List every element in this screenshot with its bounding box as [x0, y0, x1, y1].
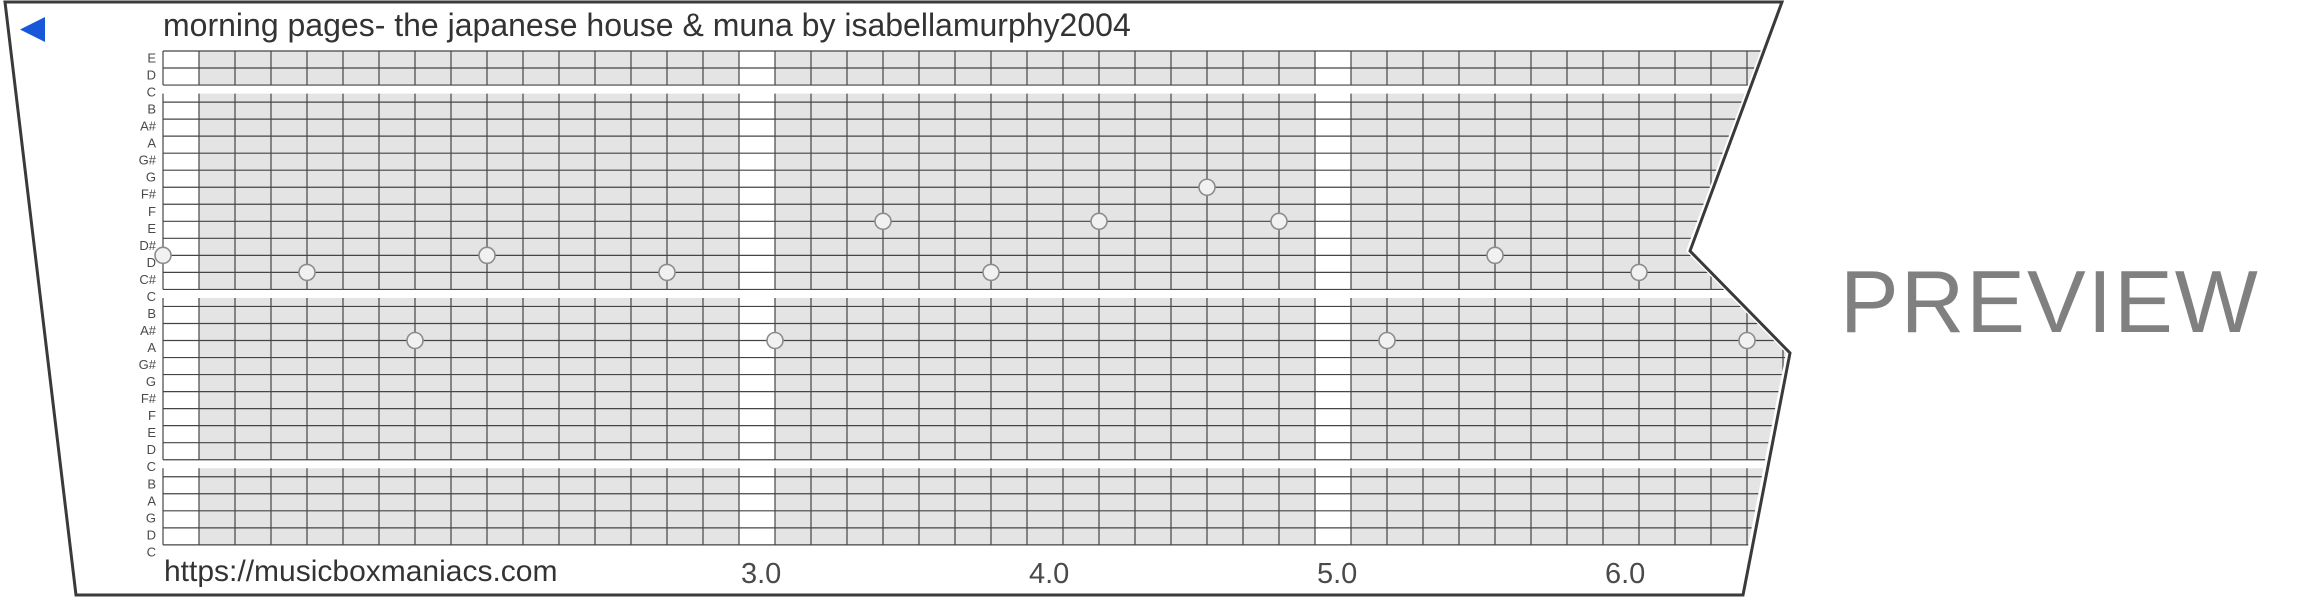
preview-watermark: PREVIEW [1840, 252, 2260, 351]
row-label: A [147, 340, 156, 355]
row-label: G [146, 510, 156, 525]
white-spacer-column [1315, 51, 1351, 545]
play-button-icon[interactable] [20, 17, 45, 42]
beat-labels: 3.0 4.0 5.0 6.0 [741, 558, 1645, 590]
strip-section [163, 93, 1786, 290]
note-dot-a [766, 331, 784, 350]
row-label: D [147, 527, 156, 542]
note-dot-csharp [298, 263, 316, 282]
note-dot-d [154, 246, 172, 265]
row-label: E [147, 51, 156, 66]
note-dot-a [1738, 331, 1756, 350]
row-label: D [147, 255, 156, 270]
row-label: D# [139, 238, 156, 253]
row-label: C [147, 544, 156, 559]
row-label: G# [139, 153, 157, 168]
row-label: F# [141, 187, 157, 202]
note-dot-d [478, 246, 496, 265]
row-label: A [147, 493, 156, 508]
row-label: E [147, 221, 156, 236]
row-label: D [147, 68, 156, 83]
row-label: F# [141, 391, 157, 406]
strip-section [163, 468, 1786, 545]
beat-label: 3.0 [741, 558, 781, 590]
row-label: A# [140, 119, 157, 134]
beat-label: 4.0 [1029, 558, 1069, 590]
note-dot-csharp [982, 263, 1000, 282]
strip-section [163, 297, 1786, 460]
row-label: G# [139, 357, 157, 372]
row-label: F [148, 408, 156, 423]
note-dot-e [1090, 212, 1108, 231]
note-dots [154, 178, 1756, 350]
beat-label: 5.0 [1317, 558, 1357, 590]
note-dot-e [1270, 212, 1288, 231]
row-label: A# [140, 323, 157, 338]
note-dot-a [1378, 331, 1396, 350]
note-dot-a [406, 331, 424, 350]
note-dot-fsharp [1198, 178, 1216, 197]
row-label: C [147, 289, 156, 304]
row-label: A [147, 136, 156, 151]
note-grid [162, 50, 1786, 546]
row-label: E [147, 425, 156, 440]
white-spacer-column [163, 51, 199, 545]
site-url[interactable]: https://musicboxmaniacs.com [164, 555, 557, 588]
row-label: B [147, 102, 156, 117]
row-label: D [147, 442, 156, 457]
strip-outline [3, 0, 1792, 597]
note-dot-csharp [1630, 263, 1648, 282]
row-label: C [147, 85, 156, 100]
row-label: B [147, 306, 156, 321]
row-label: F [148, 204, 156, 219]
row-label: C [147, 459, 156, 474]
note-dot-d [1486, 246, 1504, 265]
row-label: G [146, 170, 156, 185]
white-spacer-column [739, 51, 775, 545]
song-title: morning pages- the japanese house & muna… [163, 7, 1131, 43]
beat-label: 6.0 [1605, 558, 1645, 590]
note-dot-csharp [658, 263, 676, 282]
row-label: G [146, 374, 156, 389]
row-label: C# [139, 272, 156, 287]
row-label: B [147, 476, 156, 491]
note-dot-e [874, 212, 892, 231]
